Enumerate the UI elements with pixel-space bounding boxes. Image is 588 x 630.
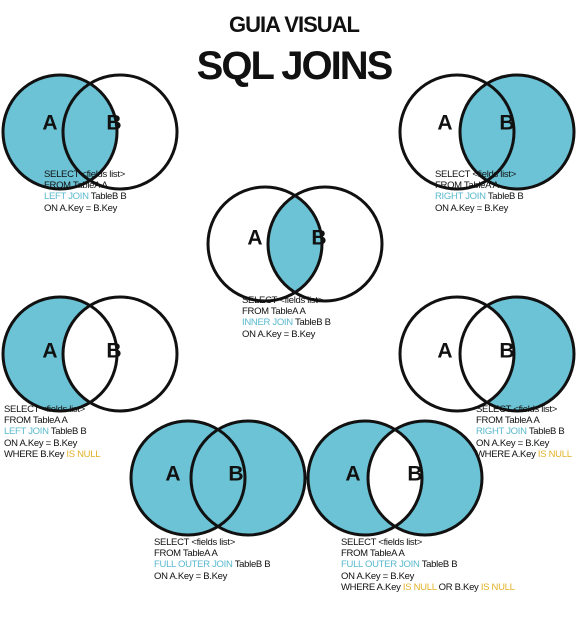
region-b	[460, 75, 574, 189]
region-b-only	[460, 297, 574, 411]
label-b: B	[407, 463, 422, 486]
venn-inner-join: A B	[206, 185, 384, 303]
label-a: A	[437, 340, 452, 363]
label-b: B	[106, 340, 121, 363]
venn-full-outer-join: A B	[129, 419, 307, 537]
keyword-left-join: LEFT JOIN	[44, 191, 89, 203]
keyword-right-join: RIGHT JOIN	[476, 426, 527, 438]
label-a: A	[165, 463, 180, 486]
query-inner-join: SELECT <fields list> FROM TableA A INNER…	[242, 295, 331, 340]
query-left-join: SELECT <fields list> FROM TableA A LEFT …	[44, 169, 127, 214]
query-full-outer-excluding: SELECT <fields list> FROM TableA A FULL …	[341, 537, 515, 593]
query-left-excluding: SELECT <fields list> FROM TableA A LEFT …	[4, 404, 101, 460]
keyword-is-null: IS NULL	[402, 581, 437, 593]
query-full-outer-join: SELECT <fields list> FROM TableA A FULL …	[154, 537, 271, 582]
keyword-is-null-2: IS NULL	[480, 581, 515, 593]
label-b: B	[499, 340, 514, 363]
query-right-join: SELECT <fields list> FROM TableA A RIGHT…	[435, 169, 524, 214]
keyword-full-outer-join: FULL OUTER JOIN	[341, 559, 420, 571]
label-b: B	[499, 112, 514, 135]
label-a: A	[437, 112, 452, 135]
venn-left-join: A B	[1, 73, 179, 191]
venn-left-excluding: A B	[1, 295, 179, 413]
label-b: B	[311, 227, 326, 250]
label-a: A	[247, 227, 262, 250]
venn-right-excluding: A B	[398, 295, 576, 413]
region-b	[191, 421, 305, 535]
region-a-only	[3, 297, 117, 411]
keyword-left-join: LEFT JOIN	[4, 426, 49, 438]
region-a-and-b	[268, 187, 322, 301]
keyword-inner-join: INNER JOIN	[242, 317, 293, 329]
label-a: A	[42, 340, 57, 363]
label-b: B	[228, 463, 243, 486]
venn-full-outer-excluding: A B	[306, 419, 484, 537]
keyword-full-outer-join: FULL OUTER JOIN	[154, 559, 233, 571]
region-a	[3, 75, 117, 189]
page-title: SQL JOINS	[196, 44, 394, 88]
keyword-is-null: IS NULL	[537, 448, 572, 460]
region-b-only	[368, 421, 482, 535]
subtitle: GUIA VISUAL	[229, 12, 360, 37]
query-right-excluding: SELECT <fields list> FROM TableA A RIGHT…	[476, 404, 572, 460]
keyword-right-join: RIGHT JOIN	[435, 191, 486, 203]
venn-right-join: A B	[398, 73, 576, 191]
keyword-is-null: IS NULL	[66, 448, 101, 460]
label-b: B	[106, 112, 121, 135]
label-a: A	[42, 112, 57, 135]
label-a: A	[345, 463, 360, 486]
